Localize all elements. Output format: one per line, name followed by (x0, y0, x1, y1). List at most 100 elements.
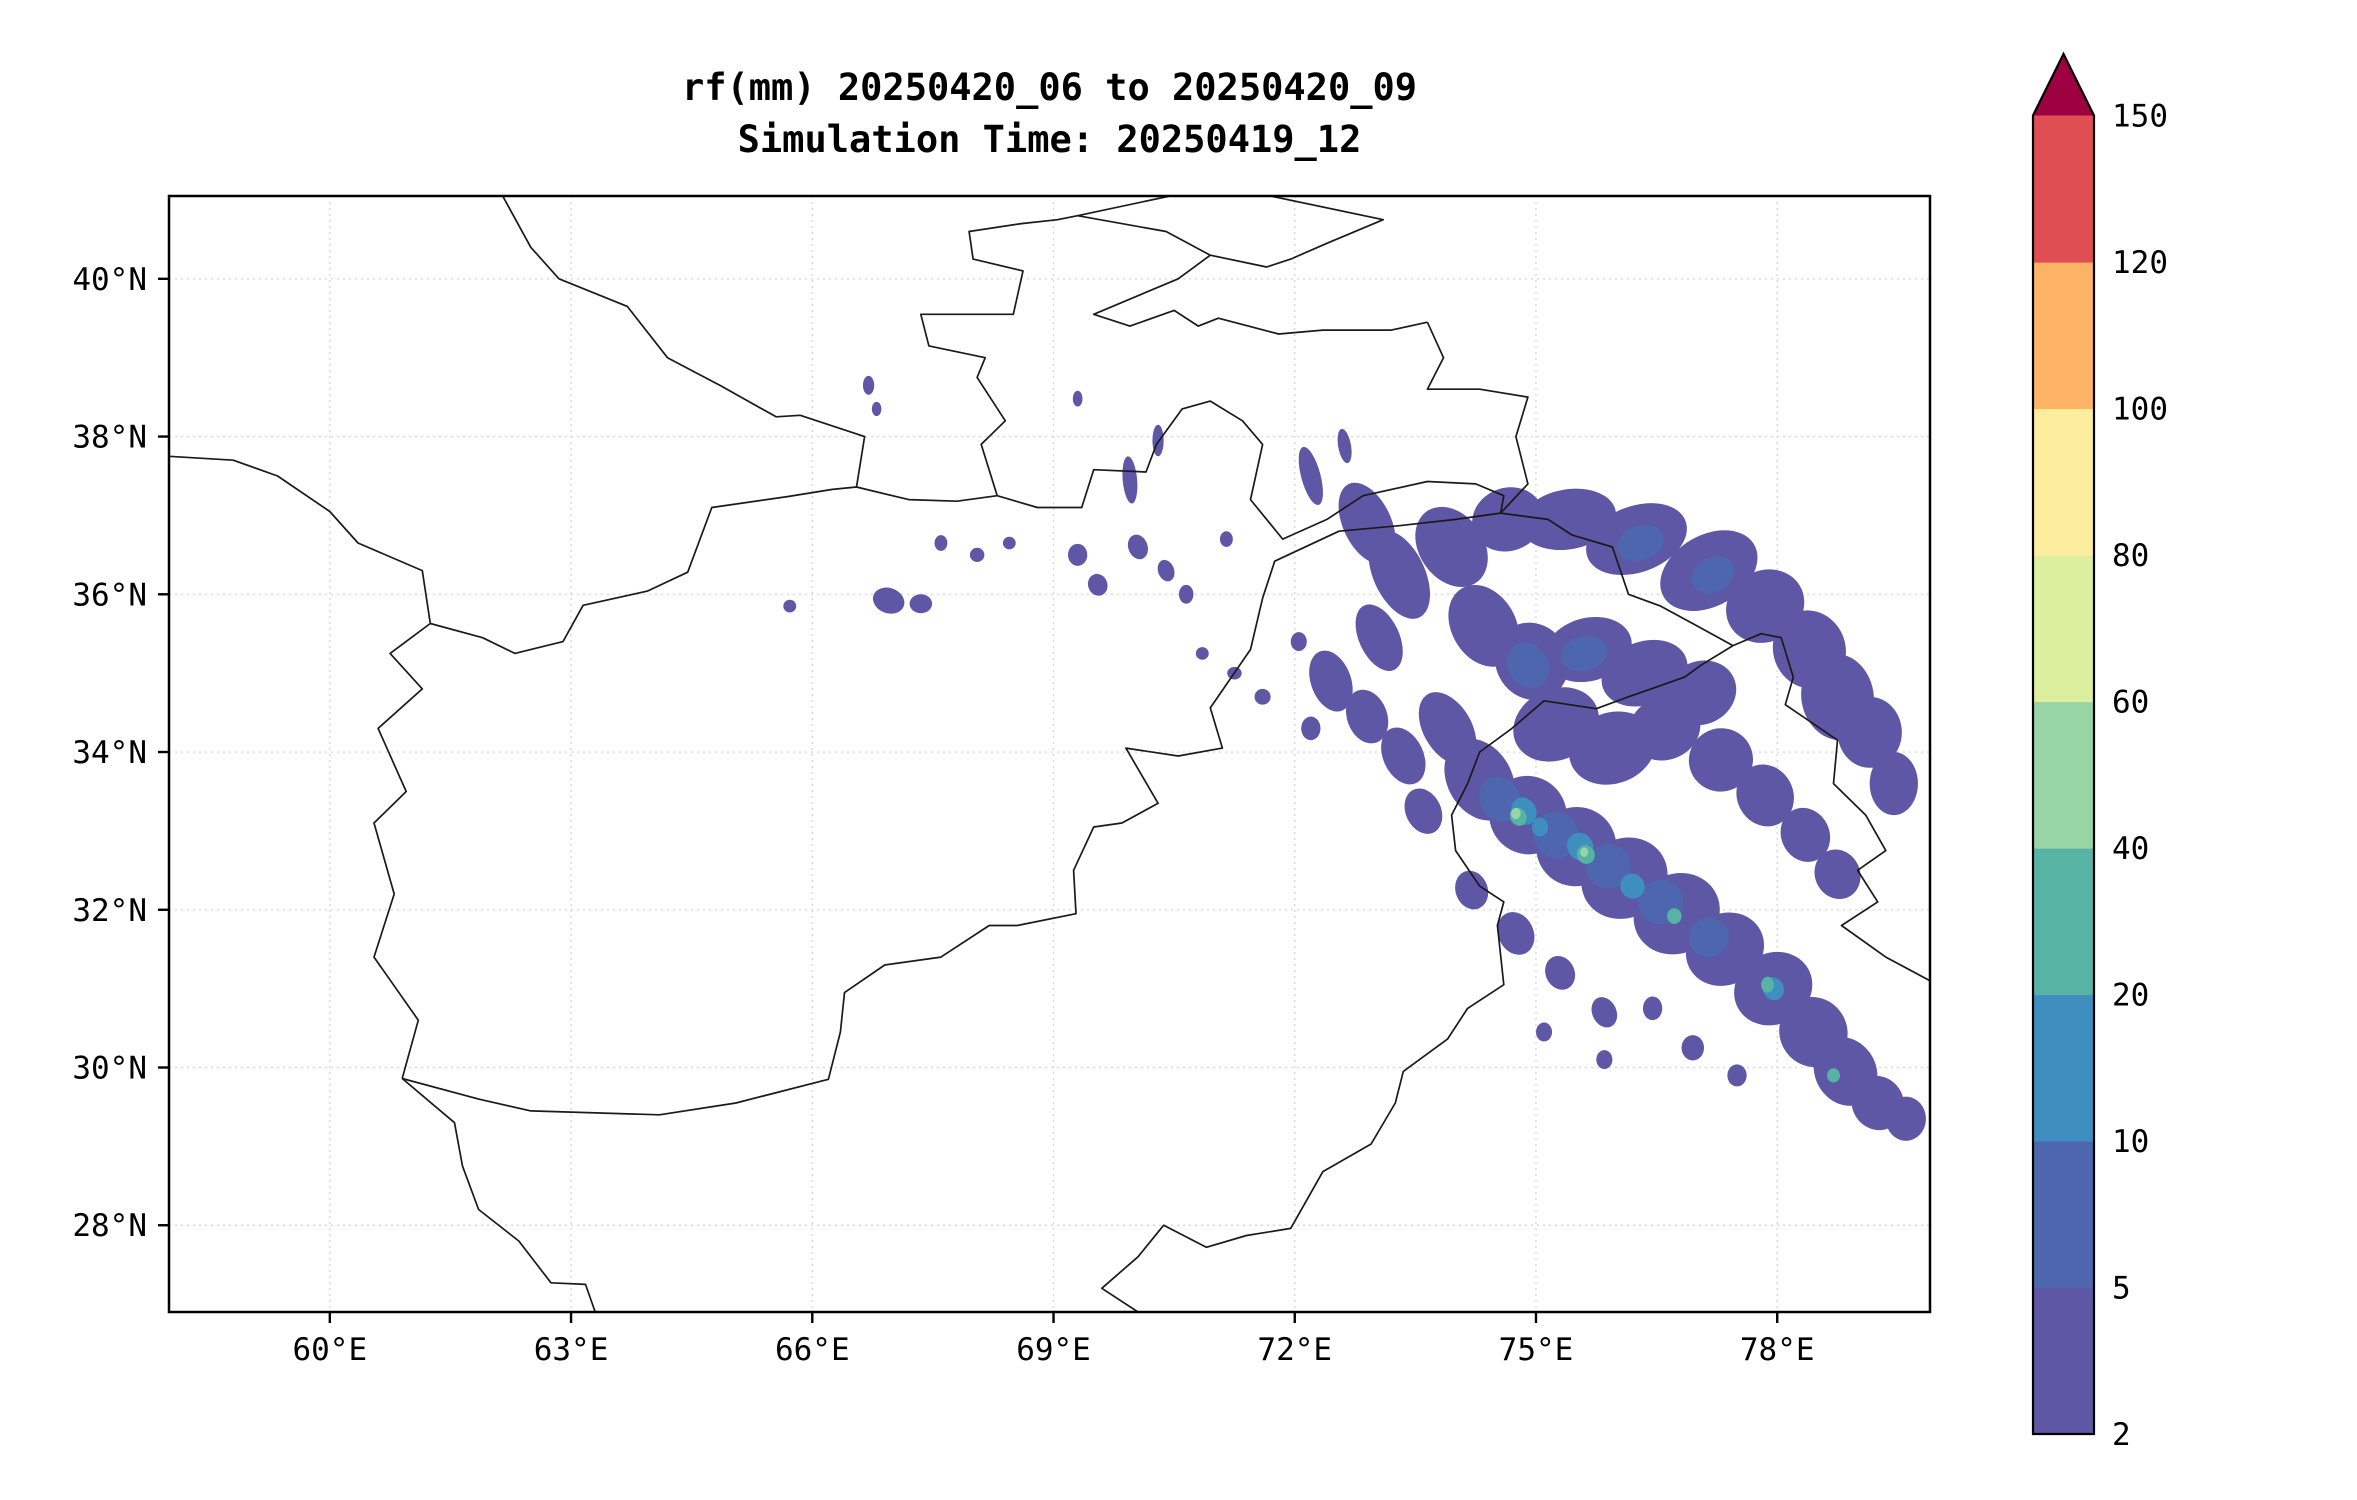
rain-cell (969, 547, 985, 562)
colorbar-tick-label: 150 (2112, 99, 2168, 135)
rain-cell (1580, 847, 1589, 857)
rain-cell (1072, 390, 1083, 407)
rain-cell (1642, 996, 1663, 1021)
rain-cell (1497, 912, 1535, 955)
rain-cell (1736, 764, 1794, 827)
rain-cell (1195, 647, 1209, 660)
colorbar-outline (2031, 51, 2096, 1436)
rain-cell (1290, 632, 1307, 652)
country-border (1100, 644, 1734, 1312)
rain-cell (1219, 531, 1233, 547)
colorbar-tick-label: 20 (2112, 978, 2149, 1014)
colorbar-segment (2033, 262, 2094, 410)
rain-cell (1355, 604, 1403, 671)
country-border (1077, 214, 1428, 335)
rain-cell (1301, 716, 1321, 741)
country-border (919, 196, 1171, 496)
axis-ticks-group: 60°E 63°E 66°E 69°E 72°E 75°E 78°E 28°N 30°N 32°N… (72, 262, 1814, 1368)
rain-cell (1727, 1064, 1747, 1087)
rain-cell (1178, 584, 1194, 604)
colorbar-tick-label: 100 (2112, 392, 2168, 428)
country-border (996, 400, 1505, 540)
rain-cell (1254, 688, 1271, 705)
rain-cell (1511, 808, 1521, 820)
country-border (169, 455, 432, 624)
rain-cell (1780, 807, 1831, 862)
country-border (856, 486, 998, 503)
rain-cell (1309, 650, 1353, 712)
rain-cell (1506, 642, 1549, 689)
country-border (1732, 632, 1930, 982)
rain-cell (1601, 639, 1688, 707)
rain-cell (1617, 524, 1664, 562)
colorbar-tick-label: 80 (2112, 538, 2149, 574)
country-border (1500, 512, 1734, 647)
rain-cell (1545, 955, 1576, 990)
colorbar-tick-label: 10 (2112, 1124, 2149, 1160)
rain-cell (909, 594, 933, 614)
colorbar-segment (2033, 701, 2094, 849)
country-border (401, 1077, 597, 1312)
rain-cell (1122, 456, 1138, 504)
y-axis-tick-label: 30°N (72, 1051, 147, 1087)
chart-title: rf(mm) 20250420_06 to 20250420_09 (681, 66, 1418, 109)
x-axis-tick-label: 69°E (1016, 1332, 1091, 1368)
x-axis-tick-label: 78°E (1740, 1332, 1815, 1368)
rain-cell (1298, 446, 1323, 506)
y-axis-tick-label: 40°N (72, 262, 147, 298)
rain-cell (1596, 1050, 1613, 1070)
colorbar-group: 2 5 10 20 40 60 80 100 120 150 (2031, 51, 2168, 1453)
rain-cell (1667, 908, 1682, 924)
rain-cell (862, 375, 875, 395)
rain-cell (1415, 506, 1488, 588)
rain-cell (1885, 1096, 1926, 1141)
borders-group (169, 196, 1930, 1312)
rain-cell (1067, 543, 1088, 566)
rain-cell (872, 587, 905, 614)
rain-cell (1691, 555, 1735, 594)
colorbar-tick-label: 120 (2112, 245, 2168, 281)
rain-cell (1620, 873, 1645, 899)
rain-cell (1087, 573, 1108, 596)
rain-cell (1404, 788, 1443, 834)
x-axis-tick-label: 72°E (1257, 1332, 1332, 1368)
rain-cell (1478, 776, 1521, 823)
colorbar-tick-label: 2 (2112, 1417, 2131, 1453)
colorbar-segment (2033, 994, 2094, 1142)
rain-cell (1688, 728, 1753, 792)
colorbar-tick-label: 40 (2112, 831, 2149, 867)
rain-cell (871, 401, 882, 417)
colorbar-segment (2033, 408, 2094, 556)
rain-cell (1535, 1022, 1553, 1042)
chart-subtitle: Simulation Time: 20250419_12 (737, 117, 1362, 161)
rain-cell (1688, 917, 1729, 958)
x-axis-tick-label: 60°E (292, 1332, 367, 1368)
rain-cell (1455, 870, 1489, 910)
rain-cell (1814, 849, 1861, 900)
rain-cell (1681, 1035, 1705, 1061)
x-axis-tick-label: 66°E (775, 1332, 850, 1368)
rain-cell (783, 599, 797, 613)
rain-cell (1585, 844, 1631, 889)
rain-cell (1827, 1068, 1840, 1083)
rain-cell (1869, 752, 1918, 816)
rain-cells-group (783, 375, 1926, 1141)
rain-cell (1002, 536, 1016, 550)
y-axis-tick-label: 28°N (72, 1208, 147, 1244)
colorbar-segment (2033, 115, 2094, 263)
colorbar-extend-triangle (2033, 54, 2094, 116)
rain-cell (1346, 689, 1389, 744)
chart-title-block: rf(mm) 20250420_06 to 20250420_09 Simula… (169, 62, 1930, 166)
colorbar-tick-label: 5 (2112, 1271, 2131, 1307)
rain-cell (1368, 530, 1431, 619)
country-border (1210, 196, 1385, 268)
rain-cell (1337, 428, 1352, 464)
colorbar-segment (2033, 1287, 2094, 1435)
colorbar-tick-label: 60 (2112, 685, 2149, 721)
colorbar-segment (2033, 555, 2094, 703)
y-axis-tick-label: 32°N (72, 893, 147, 929)
rain-cell (1531, 817, 1549, 837)
rain-cell (1157, 559, 1175, 582)
